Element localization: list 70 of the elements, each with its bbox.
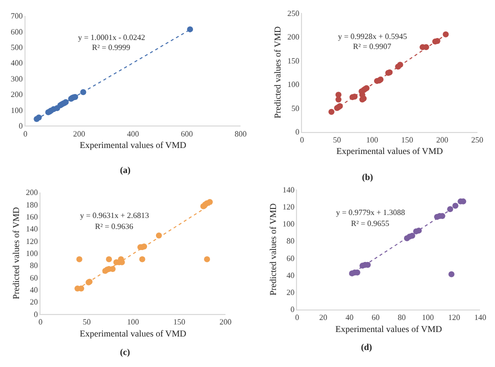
y-tick-label: 140: [282, 185, 295, 194]
y-tick-label: 0: [18, 122, 23, 131]
annotation: y = 0.9631x + 2.6813: [80, 211, 150, 220]
y-tick-label: 80: [286, 236, 295, 246]
y-tick-label: 80: [30, 261, 38, 270]
annotation: y = 0.9928x + 0.5945: [338, 32, 408, 41]
y-tick-label: 0: [290, 305, 295, 314]
y-tick-label: 250: [287, 8, 300, 18]
y-tick-label: 40: [286, 270, 295, 280]
x-tick-label: 80: [398, 312, 406, 322]
x-tick-label: 140: [474, 312, 486, 322]
y-tick-label: 50: [291, 104, 300, 113]
y-tick-label: 400: [10, 58, 23, 68]
x-tick-label: 100: [127, 318, 140, 327]
y-tick-label: 20: [286, 288, 295, 298]
y-tick-label: 100: [282, 220, 295, 229]
y-tick-label: 180: [26, 200, 38, 210]
y-tick-label: 500: [10, 43, 23, 52]
x-tick-label: 800: [234, 129, 247, 138]
x-axis-title: Experimental values of VMD: [80, 328, 187, 338]
y-tick-label: 60: [30, 273, 38, 282]
x-tick-label: 200: [436, 135, 448, 144]
y-tick-label: 140: [26, 224, 38, 234]
x-tick-label: 120: [448, 312, 460, 322]
y-axis-title: Predicted values of VMD: [11, 206, 22, 300]
annotation: R² = 0.9999: [92, 43, 130, 52]
x-axis-title: Experimental values of VMD: [336, 146, 444, 156]
x-tick-label: 250: [471, 135, 484, 144]
y-tick-label: 20: [30, 298, 38, 307]
annotation: y = 0.9779x + 1.3088: [336, 208, 406, 217]
y-tick-label: 600: [10, 27, 23, 36]
annotation: y = 1.0001x - 0.0242: [78, 33, 146, 42]
annotation: R² = 0.9907: [353, 42, 392, 51]
y-tick-label: 60: [286, 254, 295, 263]
x-axis-title: Experimental values of VMD: [335, 324, 442, 334]
text: (d): [361, 342, 372, 352]
x-tick-label: 40: [345, 312, 354, 322]
y-tick-label: 40: [30, 285, 38, 294]
text: (b): [362, 172, 373, 182]
x-tick-label: 600: [180, 129, 193, 138]
x-tick-label: 20: [319, 312, 328, 322]
x-tick-label: 200: [73, 129, 86, 138]
text: (a): [120, 165, 130, 175]
y-axis-title: Predicted values of VMD: [272, 26, 283, 118]
x-tick-label: 150: [173, 318, 186, 327]
y-tick-label: 160: [26, 212, 38, 222]
y-tick-label: 100: [10, 106, 23, 115]
x-tick-label: 50: [82, 318, 91, 327]
y-tick-label: 300: [10, 74, 23, 84]
x-tick-label: 50: [333, 135, 342, 144]
x-tick-label: 150: [401, 135, 414, 144]
y-tick-label: 120: [26, 236, 38, 246]
y-tick-label: 100: [26, 248, 38, 258]
x-tick-label: 60: [372, 312, 380, 322]
annotation: R² = 0.9655: [351, 219, 390, 228]
y-tick-label: 100: [287, 80, 300, 90]
y-tick-label: 700: [10, 12, 23, 21]
y-tick-label: 200: [287, 32, 300, 42]
text: (c): [120, 347, 130, 357]
x-tick-label: 200: [220, 318, 232, 327]
y-axis-title: Predicted values of VMD: [268, 202, 278, 296]
x-axis-title: Experimental values of VMD: [80, 140, 187, 150]
x-tick-label: 100: [366, 135, 378, 144]
x-tick-label: 400: [127, 129, 140, 138]
annotation: R² = 0.9636: [95, 222, 134, 231]
x-tick-label: 100: [422, 312, 434, 322]
y-tick-label: 120: [282, 202, 295, 212]
y-tick-label: 150: [287, 56, 300, 66]
y-tick-label: 200: [10, 90, 23, 100]
y-tick-label: 200: [26, 188, 38, 198]
